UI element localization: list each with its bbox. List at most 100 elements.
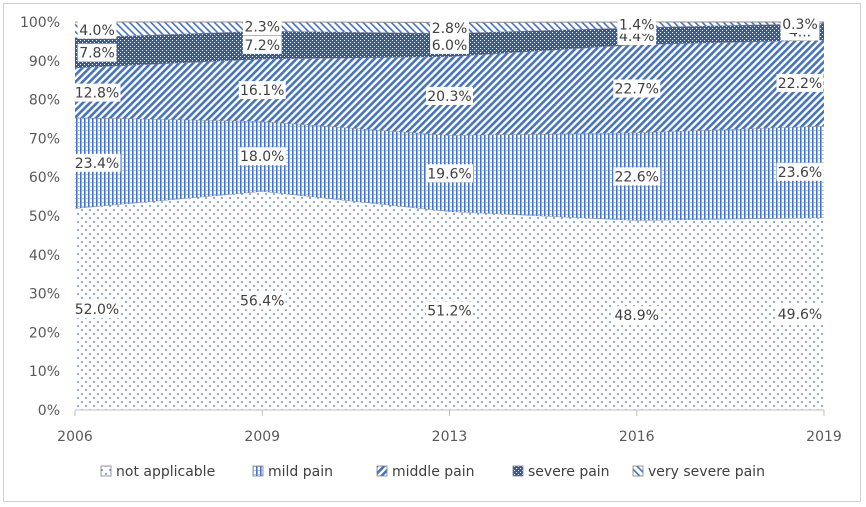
legend-item-not-applicable: not applicable (100, 464, 215, 480)
y-tick-label: 0% (38, 403, 60, 419)
legend-item-severe-pain: severe pain (512, 464, 610, 480)
data-label-mild-pain: 23.4% (73, 153, 121, 172)
data-label-middle-pain: 22.2% (776, 73, 824, 92)
data-label-text: 22.7% (615, 82, 659, 98)
y-tick-label: 70% (29, 131, 60, 147)
legend-item-mild-pain: mild pain (252, 464, 333, 480)
y-tick-label: 10% (29, 364, 60, 380)
data-label-background (430, 18, 469, 37)
data-label-not-applicable: 51.2% (426, 301, 473, 320)
x-tick-label: 2016 (619, 429, 655, 445)
data-label-background (776, 162, 824, 181)
data-label-severe-pain: 7.8% (77, 43, 117, 62)
y-tick-label: 80% (29, 93, 60, 109)
legend-item-very-severe-pain: very severe pain (632, 464, 765, 480)
area-not-applicable (75, 191, 824, 410)
axes-layer: 0% 10% 20% 30% 40% 50% 60% 70% 80% 90% 100% 2006 200… (20, 15, 842, 445)
data-label-background (238, 81, 286, 100)
data-label-text: 1.4% (619, 18, 655, 34)
y-tick-label: 30% (29, 287, 60, 303)
data-label-text: 0.3% (782, 17, 818, 33)
y-tick-label: 20% (29, 325, 60, 341)
x-tick-label: 2019 (806, 429, 842, 445)
data-label-background (613, 79, 661, 98)
data-label-text: 23.6% (778, 165, 822, 181)
data-label-middle-pain: 20.3% (426, 86, 473, 105)
data-label-text: 2.3% (244, 19, 280, 35)
y-tick-label: 90% (29, 54, 60, 70)
data-label-very-severe-pain: 1.4% (617, 15, 657, 34)
y-tick-label: 60% (29, 170, 60, 186)
data-label-text: 49.6% (778, 307, 822, 323)
data-label-text: 20.3% (427, 89, 471, 105)
legend: not applicable mild pain middle pain severe… (100, 464, 765, 480)
data-label-layer: 52.0% 56.4% 51.2% 48.9% 49.6% 23.4% 18.0% 19.6%… (73, 15, 824, 325)
data-label-background (613, 167, 661, 186)
data-label-text: 6.0% (432, 38, 468, 54)
data-label-text: 4.0% (79, 23, 115, 39)
data-label-background (613, 306, 661, 325)
data-label-text: 19.6% (427, 166, 471, 182)
data-label-background (238, 147, 286, 166)
data-label-text: 7.8% (79, 46, 115, 62)
data-label-not-applicable: 48.9% (613, 306, 661, 325)
data-label-mild-pain: 23.6% (776, 162, 824, 181)
data-label-background (426, 86, 473, 105)
data-label-background (780, 15, 820, 33)
data-label-background (73, 83, 121, 102)
legend-label: very severe pain (648, 464, 765, 480)
data-label-not-applicable: 52.0% (73, 300, 121, 319)
data-label-mild-pain: 18.0% (238, 147, 286, 166)
data-label-text: 2.8% (432, 21, 468, 37)
data-label-middle-pain: 16.1% (238, 81, 286, 100)
data-label-mild-pain: 19.6% (426, 164, 473, 183)
x-tick-label: 2006 (57, 429, 93, 445)
y-tick-label: 40% (29, 248, 60, 264)
data-label-background (77, 43, 117, 62)
legend-swatch (252, 465, 264, 477)
data-label-background (242, 17, 282, 36)
data-label-text: 23.4% (75, 156, 119, 172)
data-label-middle-pain: 22.7% (613, 79, 661, 98)
data-label-background (77, 20, 117, 39)
y-tick-label: 100% (20, 15, 60, 31)
data-label-not-applicable: 56.4% (238, 291, 286, 310)
legend-swatch (632, 465, 644, 477)
data-label-background (617, 15, 657, 34)
data-label-text: 52.0% (75, 302, 119, 318)
data-label-background (426, 301, 473, 320)
data-label-background (430, 35, 469, 54)
data-label-text: 51.2% (427, 304, 471, 320)
y-tick-label: 50% (29, 209, 60, 225)
data-label-severe-pain: 7.2% (242, 35, 282, 54)
data-label-text: 56.4% (240, 294, 284, 310)
legend-label: severe pain (528, 464, 610, 480)
data-label-mild-pain: 22.6% (613, 167, 661, 186)
data-label-background (776, 73, 824, 92)
data-label-text: 12.8% (75, 86, 119, 102)
data-label-text: 7.2% (244, 38, 280, 54)
data-label-very-severe-pain: 2.3% (242, 17, 282, 36)
data-label-background (73, 300, 121, 319)
legend-swatch (100, 465, 112, 477)
data-label-severe-pain: 6.0% (430, 35, 469, 54)
data-label-very-severe-pain: 2.8% (430, 18, 469, 37)
data-label-not-applicable: 49.6% (776, 304, 824, 323)
data-label-very-severe-pain: 0.3% (780, 15, 820, 33)
data-label-background (238, 291, 286, 310)
data-label-text: 48.9% (615, 308, 659, 324)
data-label-background (776, 304, 824, 323)
x-tick-label: 2009 (244, 429, 280, 445)
area-layer (74, 21, 825, 410)
data-label-text: 16.1% (240, 83, 284, 99)
data-label-background (73, 153, 121, 172)
x-tick-label: 2013 (432, 429, 468, 445)
legend-label: middle pain (392, 464, 474, 480)
data-label-background (426, 164, 473, 183)
legend-swatch (376, 465, 388, 477)
data-label-very-severe-pain: 4.0% (77, 20, 117, 39)
data-label-text: 22.2% (778, 76, 822, 92)
data-label-background (242, 35, 282, 54)
data-label-text: 22.6% (615, 169, 659, 185)
